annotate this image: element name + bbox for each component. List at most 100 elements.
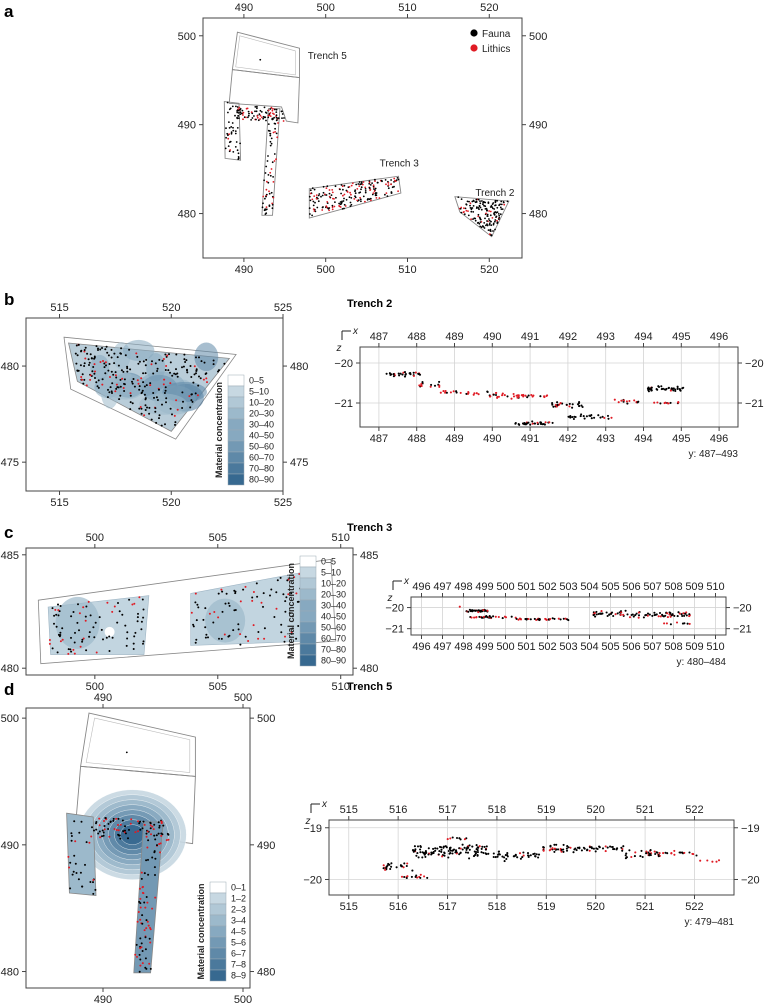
lithic-point xyxy=(270,106,273,109)
fauna-point xyxy=(104,348,107,351)
fauna-point xyxy=(322,185,325,188)
trench5-plan-frame xyxy=(25,707,251,989)
fauna-point xyxy=(205,633,208,636)
fauna-point xyxy=(221,610,224,613)
fauna-point xyxy=(250,119,253,121)
fauna-point xyxy=(230,126,233,128)
lithic-point xyxy=(90,835,93,838)
fauna-point xyxy=(672,387,675,390)
y-tick-label-right: 490 xyxy=(257,840,275,852)
lithic-point xyxy=(628,616,632,619)
lithic-point xyxy=(494,391,498,395)
lithic-point xyxy=(351,182,354,185)
trench5-annotation: Trench 5 xyxy=(308,51,348,62)
lithic-point xyxy=(683,851,686,854)
fauna-point xyxy=(527,855,530,859)
fauna-point xyxy=(274,127,276,130)
fauna-point xyxy=(139,828,142,831)
lithic-point xyxy=(147,924,150,927)
fauna-point xyxy=(586,848,589,851)
lithic-point xyxy=(160,834,163,837)
fauna-point xyxy=(359,191,362,194)
trench5-section-panel: 5155155165165175175185185195195205205215… xyxy=(303,799,759,928)
fauna-point xyxy=(262,592,265,595)
lithic-point xyxy=(412,374,415,378)
fauna-point xyxy=(592,847,595,850)
fauna-point xyxy=(467,610,470,613)
lithic-point xyxy=(497,615,500,619)
lithic-point xyxy=(356,188,359,190)
fauna-point xyxy=(483,227,486,229)
fauna-point xyxy=(103,825,106,827)
fauna-point xyxy=(386,195,389,198)
fauna-point xyxy=(120,352,122,355)
fauna-point xyxy=(185,359,188,362)
lithic-point xyxy=(246,107,249,110)
x-tick-label-top: 508 xyxy=(664,581,682,593)
fauna-point xyxy=(153,823,156,826)
fauna-point xyxy=(132,642,135,645)
fauna-point xyxy=(70,832,73,835)
fauna-point xyxy=(114,371,117,374)
fauna-point xyxy=(674,389,677,393)
fauna-point xyxy=(195,372,197,375)
fauna-point xyxy=(472,218,474,221)
fauna-point xyxy=(262,605,264,608)
fauna-point xyxy=(128,598,131,601)
density-contour xyxy=(120,824,145,845)
fauna-point xyxy=(167,833,170,836)
x-tick-label-top: 519 xyxy=(537,804,555,816)
fauna-point xyxy=(144,404,147,407)
trench5-legend-label: 5–6 xyxy=(231,938,246,948)
lithic-point xyxy=(238,106,241,109)
fauna-point xyxy=(637,614,641,617)
fauna-point xyxy=(668,611,671,614)
fauna-point xyxy=(275,591,278,594)
fauna-point xyxy=(197,606,200,609)
fauna-point xyxy=(171,413,173,416)
lithic-point xyxy=(459,391,462,394)
fauna-point xyxy=(232,151,235,153)
fauna-point xyxy=(664,851,667,854)
fauna-point xyxy=(236,149,239,152)
fauna-point xyxy=(75,344,78,347)
fauna-point xyxy=(220,637,223,640)
fauna-point xyxy=(84,346,87,349)
lithic-point xyxy=(423,875,426,878)
fauna-point xyxy=(59,605,62,607)
x-tick-label-bottom: 507 xyxy=(643,641,661,653)
x-tick-label-bottom: 492 xyxy=(559,433,577,445)
lithic-point xyxy=(512,395,516,398)
trench2-legend-label: 40–50 xyxy=(249,431,274,441)
trench2-legend-label: 50–60 xyxy=(249,442,274,452)
lithic-point xyxy=(113,605,116,608)
lithic-point xyxy=(271,109,274,112)
legend-lithics-label: Lithics xyxy=(482,44,510,55)
x-tick-label-bottom: 505 xyxy=(209,681,227,693)
lithic-point xyxy=(406,862,409,865)
lithic-point xyxy=(267,109,270,112)
fauna-point xyxy=(492,855,495,859)
lithic-point xyxy=(544,421,547,424)
fauna-point xyxy=(113,352,116,355)
fauna-point xyxy=(283,640,286,643)
x-tick-label-top: 490 xyxy=(94,692,112,704)
fauna-point xyxy=(197,384,200,387)
lithic-point xyxy=(137,820,139,823)
fauna-point xyxy=(275,116,278,119)
fauna-point xyxy=(469,207,472,209)
fauna-point xyxy=(244,635,247,638)
fauna-point xyxy=(427,847,430,850)
fauna-point xyxy=(285,596,288,599)
lithic-point xyxy=(359,196,361,199)
fauna-point xyxy=(549,845,552,848)
x-tick-label-bottom: 487 xyxy=(370,433,388,445)
lithic-point xyxy=(397,190,399,193)
fauna-point xyxy=(126,631,129,634)
fauna-point xyxy=(669,623,672,626)
lithic-point xyxy=(284,635,286,638)
fauna-point xyxy=(594,850,597,853)
trench2-legend-swatch xyxy=(227,451,245,464)
fauna-point xyxy=(494,199,497,202)
fauna-point xyxy=(110,370,113,373)
